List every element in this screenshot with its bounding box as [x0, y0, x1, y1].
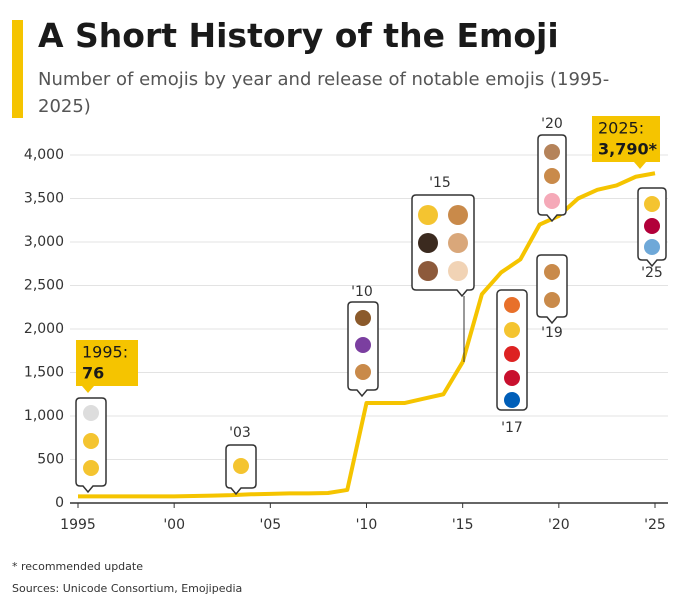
- emoji-icon: [504, 322, 520, 338]
- annotation: 1995:: [82, 343, 128, 362]
- emoji-icon: [355, 310, 371, 326]
- emoji-icon: [448, 205, 468, 225]
- emoji-icon: [418, 233, 438, 253]
- emoji-icon: [544, 292, 560, 308]
- emoji-icon: [544, 264, 560, 280]
- emoji-icon: [544, 144, 560, 160]
- emoji-icon: [544, 193, 560, 209]
- footnote: * recommended update: [12, 560, 143, 573]
- annotation: 2025:: [598, 119, 644, 138]
- x-tick-label: '25: [644, 517, 666, 533]
- y-tick-label: 3,500: [24, 191, 64, 207]
- emoji-icon: [504, 346, 520, 362]
- x-tick-label: '20: [548, 517, 570, 533]
- emoji-icon: [355, 364, 371, 380]
- emoji-icon: [418, 205, 438, 225]
- emoji-icon: [83, 405, 99, 421]
- x-tick-label: '15: [452, 517, 474, 533]
- source: Sources: Unicode Consortium, Emojipedia: [12, 582, 242, 595]
- y-tick-label: 500: [37, 452, 64, 468]
- emoji-icon: [504, 392, 520, 408]
- emoji-icon: [448, 261, 468, 281]
- y-tick-label: 1,000: [24, 408, 64, 424]
- chart-subtitle: Number of emojis by year and release of …: [38, 69, 610, 117]
- emoji-icon: [83, 460, 99, 476]
- x-tick-label: 1995: [60, 517, 96, 533]
- emoji-icon: [83, 433, 99, 449]
- y-tick-label: 3,000: [24, 234, 64, 250]
- x-tick-label: '10: [356, 517, 378, 533]
- annotation: '25: [641, 265, 663, 281]
- y-tick-label: 2,500: [24, 278, 64, 294]
- x-tick-label: '00: [163, 517, 185, 533]
- y-tick-label: 1,500: [24, 365, 64, 381]
- annotation: '15: [429, 175, 451, 191]
- emoji-icon: [233, 458, 249, 474]
- value-callout: [76, 340, 138, 393]
- emoji-icon: [418, 261, 438, 281]
- annotation: '17: [501, 420, 523, 436]
- annotation: '03: [229, 425, 251, 441]
- emoji-icon: [644, 218, 660, 234]
- annotation: '19: [541, 325, 563, 341]
- value-callout: [592, 116, 660, 169]
- y-tick-label: 2,000: [24, 321, 64, 337]
- value-label: 3,790*: [598, 140, 658, 159]
- annotation: '10: [351, 284, 373, 300]
- emoji-icon: [448, 233, 468, 253]
- chart-title: A Short History of the Emoji: [38, 16, 559, 55]
- emoji-icon: [544, 168, 560, 184]
- emoji-icon: [504, 370, 520, 386]
- y-tick-label: 0: [55, 495, 64, 511]
- annotation: '20: [541, 116, 563, 132]
- x-tick-label: '05: [259, 517, 281, 533]
- emoji-icon: [644, 239, 660, 255]
- series-line: [78, 171, 656, 499]
- emoji-icon: [644, 196, 660, 212]
- emoji-icon: [355, 337, 371, 353]
- y-tick-label: 4,000: [24, 147, 64, 163]
- accent-bar: [12, 20, 23, 118]
- value-label: 76: [82, 364, 104, 383]
- emoji-icon: [504, 297, 520, 313]
